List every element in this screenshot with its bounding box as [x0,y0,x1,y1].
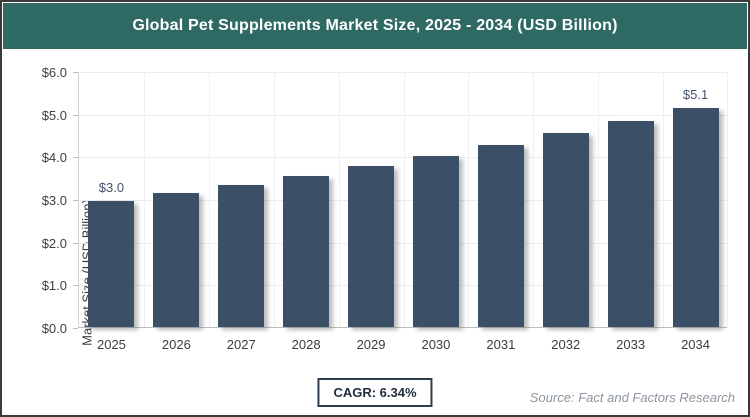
vertical-gridline [403,72,405,327]
plot-area: Market Size (USD Billion) $0.0 $1.0 $2.0 $3… [42,66,728,352]
bar [153,193,200,327]
x-axis-tick-label: 2025 [96,337,126,352]
y-axis-tick [73,242,78,244]
horizontal-gridline [79,114,727,116]
x-axis-tick-label: 2026 [161,337,191,352]
vertical-gridline [338,72,340,327]
horizontal-gridline [79,157,727,159]
y-axis-tick [73,157,78,159]
vertical-gridline [143,72,145,327]
source-attribution: Source: Fact and Factors Research [529,390,735,405]
vertical-gridline [208,72,210,327]
y-axis-tick [73,200,78,201]
bar [542,133,589,327]
x-axis-tick-label: 2029 [356,337,386,352]
y-axis-tick-label: $1.0 [41,278,67,294]
y-axis-tick [73,285,78,287]
y-axis-tick-label: $3.0 [41,193,67,208]
x-axis-tick-label: 2028 [291,337,321,352]
y-axis-tick [73,72,78,73]
y-axis-tick-label: $2.0 [41,235,67,251]
bar [218,184,265,327]
bar [348,166,395,327]
bar [88,201,135,327]
horizontal-gridline [79,242,727,244]
vertical-gridline [598,72,600,327]
bar-value-label: $5.1 [682,87,709,103]
bar [672,108,719,327]
x-axis-tick-label: 2027 [226,337,256,352]
x-axis-tick-label: 2034 [681,337,710,352]
horizontal-gridline [79,285,727,287]
vertical-gridline [273,72,275,327]
bar [477,144,524,327]
y-axis-tick-label: $0.0 [41,321,67,336]
vertical-gridline [727,72,728,327]
chart-title: Global Pet Supplements Market Size, 2025… [132,17,618,34]
x-axis-tick-label: 2031 [486,337,516,352]
y-axis-tick [73,114,78,116]
bar [412,155,459,327]
x-axis-tick-label: 2030 [421,337,451,352]
y-axis-tick-label: $5.0 [41,107,67,123]
y-axis-tick-label: $4.0 [41,150,67,166]
vertical-gridline [468,72,470,327]
y-axis-tick-label: $6.0 [41,65,67,80]
vertical-gridline [533,72,535,327]
x-axis-tick-label: 2033 [616,337,646,352]
bar [283,175,330,327]
bar [607,121,654,327]
y-axis-tick [73,328,78,329]
chart-title-banner: Global Pet Supplements Market Size, 2025… [3,3,747,49]
horizontal-gridline [79,200,727,201]
cagr-badge: CAGR: 6.34% [317,378,433,407]
bar-value-label: $3.0 [98,180,125,196]
x-axis-tick-label: 2032 [551,337,581,352]
horizontal-gridline [79,72,727,73]
vertical-gridline [663,72,665,327]
